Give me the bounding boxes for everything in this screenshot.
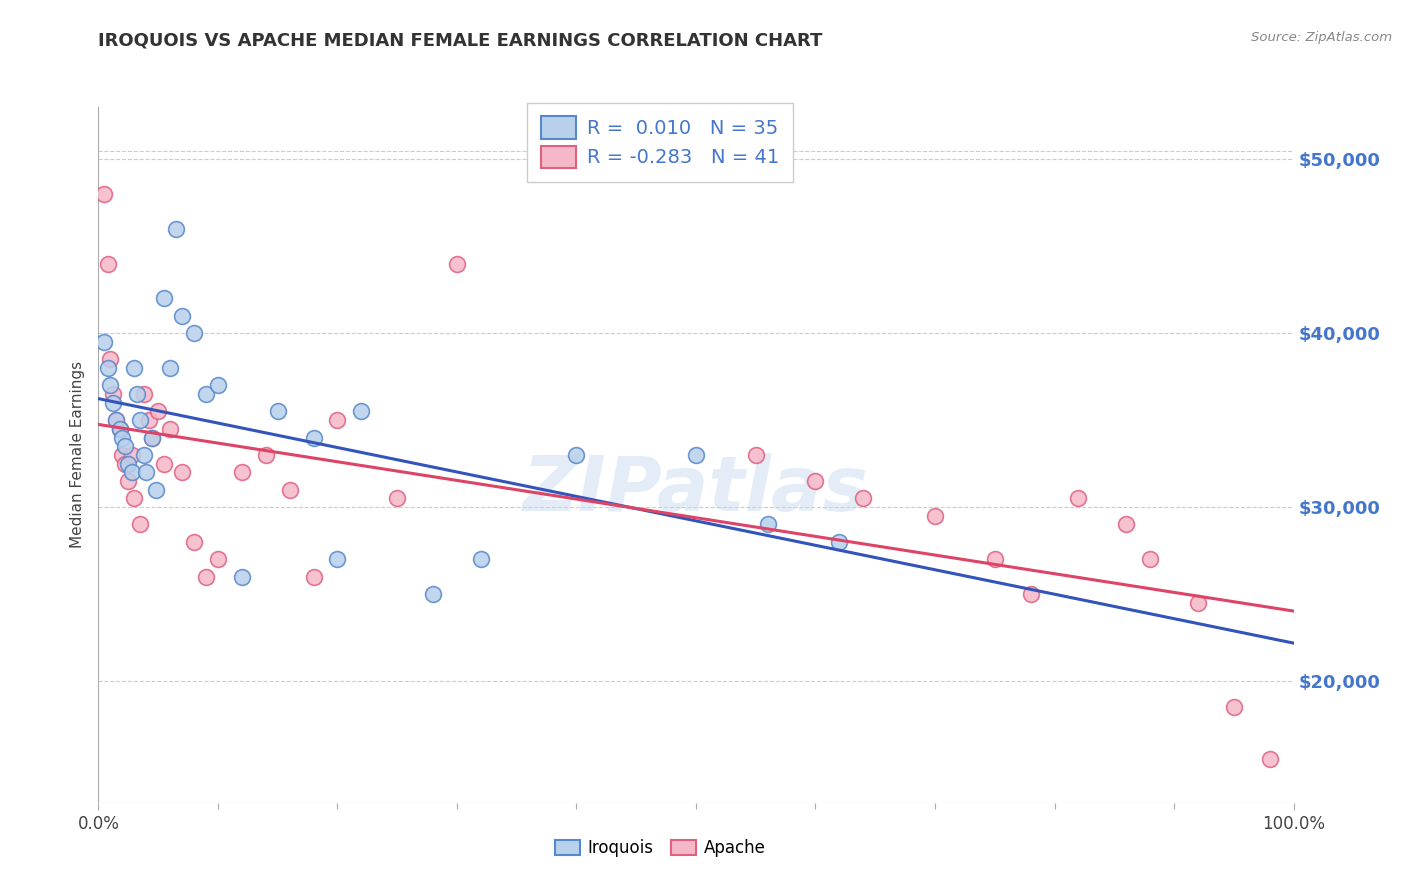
- Point: [745, 448, 768, 462]
- Point: [924, 508, 946, 523]
- Point: [141, 431, 163, 445]
- Point: [565, 448, 588, 462]
- Point: [254, 448, 277, 462]
- Point: [135, 466, 157, 480]
- Point: [124, 361, 146, 376]
- Point: [159, 422, 181, 436]
- Text: IROQUOIS VS APACHE MEDIAN FEMALE EARNINGS CORRELATION CHART: IROQUOIS VS APACHE MEDIAN FEMALE EARNING…: [98, 31, 823, 49]
- Point: [1115, 517, 1137, 532]
- Point: [804, 474, 827, 488]
- Point: [1258, 752, 1281, 766]
- Point: [114, 439, 136, 453]
- Point: [125, 387, 148, 401]
- Point: [101, 396, 124, 410]
- Point: [231, 570, 253, 584]
- Point: [165, 222, 187, 236]
- Point: [984, 552, 1007, 566]
- Y-axis label: Median Female Earnings: Median Female Earnings: [69, 361, 84, 549]
- Legend: Iroquois, Apache: Iroquois, Apache: [548, 833, 772, 864]
- Point: [153, 291, 176, 305]
- Point: [141, 431, 163, 445]
- Point: [129, 517, 152, 532]
- Point: [129, 413, 152, 427]
- Point: [422, 587, 444, 601]
- Point: [108, 422, 131, 436]
- Point: [326, 413, 349, 427]
- Point: [183, 326, 205, 341]
- Point: [111, 431, 134, 445]
- Point: [278, 483, 301, 497]
- Point: [685, 448, 707, 462]
- Point: [105, 413, 128, 427]
- Point: [446, 257, 468, 271]
- Point: [1067, 491, 1090, 506]
- Point: [231, 466, 253, 480]
- Point: [111, 448, 134, 462]
- Point: [852, 491, 875, 506]
- Point: [1187, 596, 1209, 610]
- Point: [172, 466, 194, 480]
- Point: [121, 466, 143, 480]
- Point: [117, 457, 139, 471]
- Point: [159, 361, 181, 376]
- Point: [97, 361, 120, 376]
- Point: [101, 387, 124, 401]
- Point: [98, 352, 122, 367]
- Point: [93, 187, 115, 202]
- Point: [124, 491, 146, 506]
- Point: [385, 491, 409, 506]
- Point: [145, 483, 167, 497]
- Point: [138, 413, 160, 427]
- Point: [97, 257, 120, 271]
- Point: [132, 387, 155, 401]
- Point: [302, 431, 325, 445]
- Point: [1222, 700, 1246, 714]
- Point: [117, 474, 139, 488]
- Point: [828, 535, 851, 549]
- Point: [98, 378, 122, 392]
- Point: [194, 387, 218, 401]
- Point: [132, 448, 155, 462]
- Point: [183, 535, 205, 549]
- Point: [350, 404, 373, 418]
- Point: [1019, 587, 1042, 601]
- Point: [207, 378, 229, 392]
- Text: ZIPatlas: ZIPatlas: [523, 453, 869, 526]
- Point: [172, 309, 194, 323]
- Point: [302, 570, 325, 584]
- Point: [267, 404, 290, 418]
- Point: [108, 422, 131, 436]
- Point: [756, 517, 779, 532]
- Point: [114, 457, 136, 471]
- Point: [470, 552, 492, 566]
- Point: [121, 448, 143, 462]
- Point: [153, 457, 176, 471]
- Point: [1139, 552, 1161, 566]
- Point: [148, 404, 170, 418]
- Point: [326, 552, 349, 566]
- Point: [105, 413, 128, 427]
- Point: [93, 334, 115, 349]
- Point: [207, 552, 229, 566]
- Point: [194, 570, 218, 584]
- Text: Source: ZipAtlas.com: Source: ZipAtlas.com: [1251, 31, 1392, 45]
